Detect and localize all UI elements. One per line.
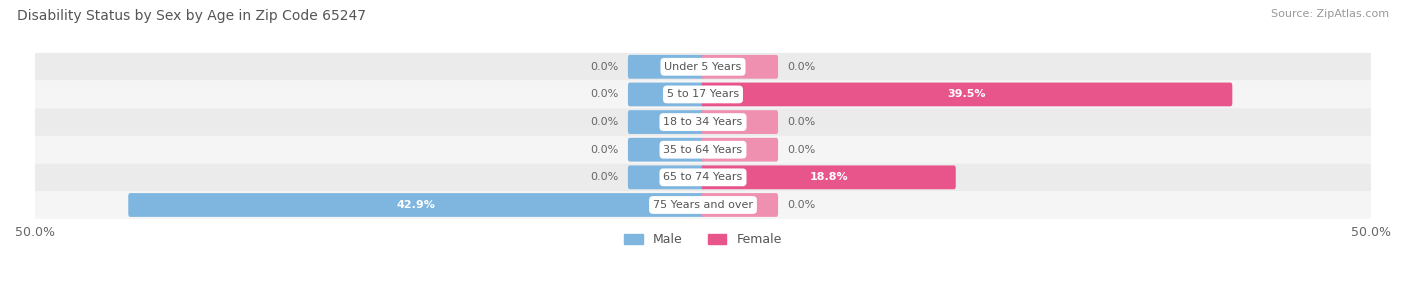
FancyBboxPatch shape [628,110,704,134]
FancyBboxPatch shape [628,55,704,79]
Text: Under 5 Years: Under 5 Years [665,62,741,72]
Text: 0.0%: 0.0% [591,117,619,127]
Text: 75 Years and over: 75 Years and over [652,200,754,210]
Text: Source: ZipAtlas.com: Source: ZipAtlas.com [1271,9,1389,19]
FancyBboxPatch shape [628,138,704,162]
FancyBboxPatch shape [35,108,1371,136]
FancyBboxPatch shape [702,110,778,134]
FancyBboxPatch shape [628,166,704,189]
FancyBboxPatch shape [702,193,778,217]
Text: 0.0%: 0.0% [591,172,619,182]
FancyBboxPatch shape [35,81,1371,108]
FancyBboxPatch shape [35,53,1371,81]
Text: 42.9%: 42.9% [396,200,436,210]
Text: 35 to 64 Years: 35 to 64 Years [664,145,742,155]
Text: 0.0%: 0.0% [591,145,619,155]
FancyBboxPatch shape [702,138,778,162]
FancyBboxPatch shape [628,83,704,106]
Text: 5 to 17 Years: 5 to 17 Years [666,89,740,99]
FancyBboxPatch shape [35,163,1371,191]
FancyBboxPatch shape [35,191,1371,219]
Text: 65 to 74 Years: 65 to 74 Years [664,172,742,182]
FancyBboxPatch shape [702,55,778,79]
FancyBboxPatch shape [702,83,1232,106]
Text: 18.8%: 18.8% [810,172,848,182]
Text: 39.5%: 39.5% [948,89,986,99]
Text: 0.0%: 0.0% [787,200,815,210]
FancyBboxPatch shape [702,166,956,189]
Text: 0.0%: 0.0% [591,62,619,72]
Text: 0.0%: 0.0% [787,145,815,155]
Text: 0.0%: 0.0% [591,89,619,99]
FancyBboxPatch shape [128,193,704,217]
Text: 18 to 34 Years: 18 to 34 Years [664,117,742,127]
Text: Disability Status by Sex by Age in Zip Code 65247: Disability Status by Sex by Age in Zip C… [17,9,366,23]
FancyBboxPatch shape [35,136,1371,163]
Legend: Male, Female: Male, Female [619,228,787,251]
Text: 0.0%: 0.0% [787,117,815,127]
Text: 0.0%: 0.0% [787,62,815,72]
